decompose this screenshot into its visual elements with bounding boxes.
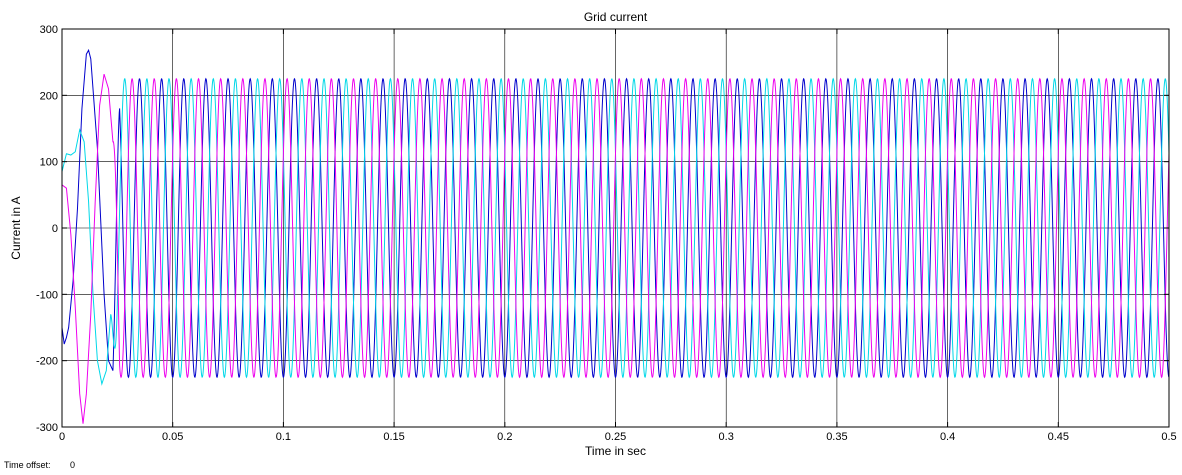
- x-tick-label: 0: [59, 431, 65, 443]
- y-tick-label: 0: [52, 223, 58, 235]
- time-offset-label: Time offset:: [4, 460, 51, 470]
- x-tick-label: 0.35: [826, 431, 847, 443]
- time-offset-value: 0: [70, 460, 75, 470]
- y-tick-label: 200: [40, 90, 58, 102]
- y-tick-label: -300: [36, 422, 58, 434]
- grid: [62, 29, 1169, 427]
- ticks: 0 0.05 0.1 0.15 0.2 0.25 0.3 0.35 0.4 0.45 0.5 -300…: [36, 24, 1177, 443]
- y-tick-label: 300: [40, 24, 58, 36]
- x-tick-label: 0.05: [162, 431, 183, 443]
- y-tick-label: 100: [40, 157, 58, 169]
- x-tick-label: 0.2: [497, 431, 512, 443]
- series-group: [62, 48, 1169, 424]
- series-line-3: [62, 73, 1169, 424]
- y-axis-label: Current in A: [9, 196, 23, 259]
- y-tick-label: -100: [36, 289, 58, 301]
- y-tick-label: -200: [36, 356, 58, 368]
- x-tick-label: 0.45: [1048, 431, 1069, 443]
- x-tick-label: 0.5: [1161, 431, 1176, 443]
- x-axis-label: Time in sec: [585, 444, 646, 458]
- chart-title: Grid current: [584, 10, 648, 24]
- x-tick-label: 0.25: [605, 431, 626, 443]
- x-tick-label: 0.15: [383, 431, 404, 443]
- x-tick-label: 0.1: [276, 431, 291, 443]
- series-line-1: [62, 48, 1169, 379]
- x-tick-label: 0.4: [940, 431, 955, 443]
- x-tick-label: 0.3: [719, 431, 734, 443]
